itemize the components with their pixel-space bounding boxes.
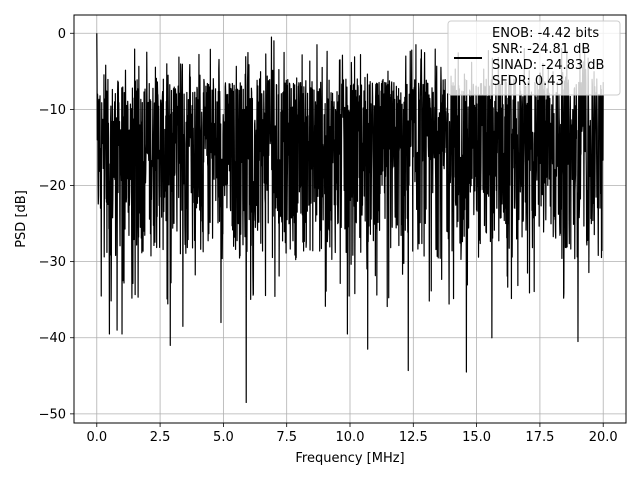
y-axis-ticks: 0 −10 −20 −30 −40 −50 <box>39 27 74 422</box>
legend-entry-snr: SNR: -24.81 dB <box>492 42 590 57</box>
legend-entry-sfdr: SFDR: 0.43 <box>492 74 564 89</box>
series-layer <box>96 33 604 404</box>
x-tick-label: 0.0 <box>86 430 107 445</box>
y-tick-label: −50 <box>39 407 66 422</box>
legend-box <box>447 20 621 96</box>
y-tick-label: −20 <box>39 179 66 194</box>
x-tick-label: 2.5 <box>150 430 171 445</box>
y-axis-label: PSD [dB] <box>14 190 29 248</box>
x-axis-ticks: 0.0 2.5 5.0 7.5 10.0 12.5 15.0 17.5 20.0 <box>86 423 618 445</box>
legend-entry-enob: ENOB: -4.42 bits <box>492 26 599 41</box>
y-tick-label: −30 <box>39 255 66 270</box>
legend: ENOB: -4.42 bits SNR: -24.81 dB SINAD: -… <box>447 20 621 96</box>
x-tick-label: 10.0 <box>336 430 365 445</box>
psd-series-line <box>96 33 604 404</box>
x-axis-label: Frequency [MHz] <box>295 451 404 466</box>
x-tick-label: 15.0 <box>462 430 491 445</box>
legend-entry-sinad: SINAD: -24.83 dB <box>492 58 604 73</box>
y-tick-label: −40 <box>39 331 66 346</box>
x-tick-label: 20.0 <box>589 430 618 445</box>
y-tick-label: −10 <box>39 103 66 118</box>
y-tick-label: 0 <box>58 27 66 42</box>
x-tick-label: 12.5 <box>399 430 428 445</box>
x-tick-label: 5.0 <box>213 430 234 445</box>
x-tick-label: 7.5 <box>276 430 297 445</box>
x-tick-label: 17.5 <box>525 430 554 445</box>
